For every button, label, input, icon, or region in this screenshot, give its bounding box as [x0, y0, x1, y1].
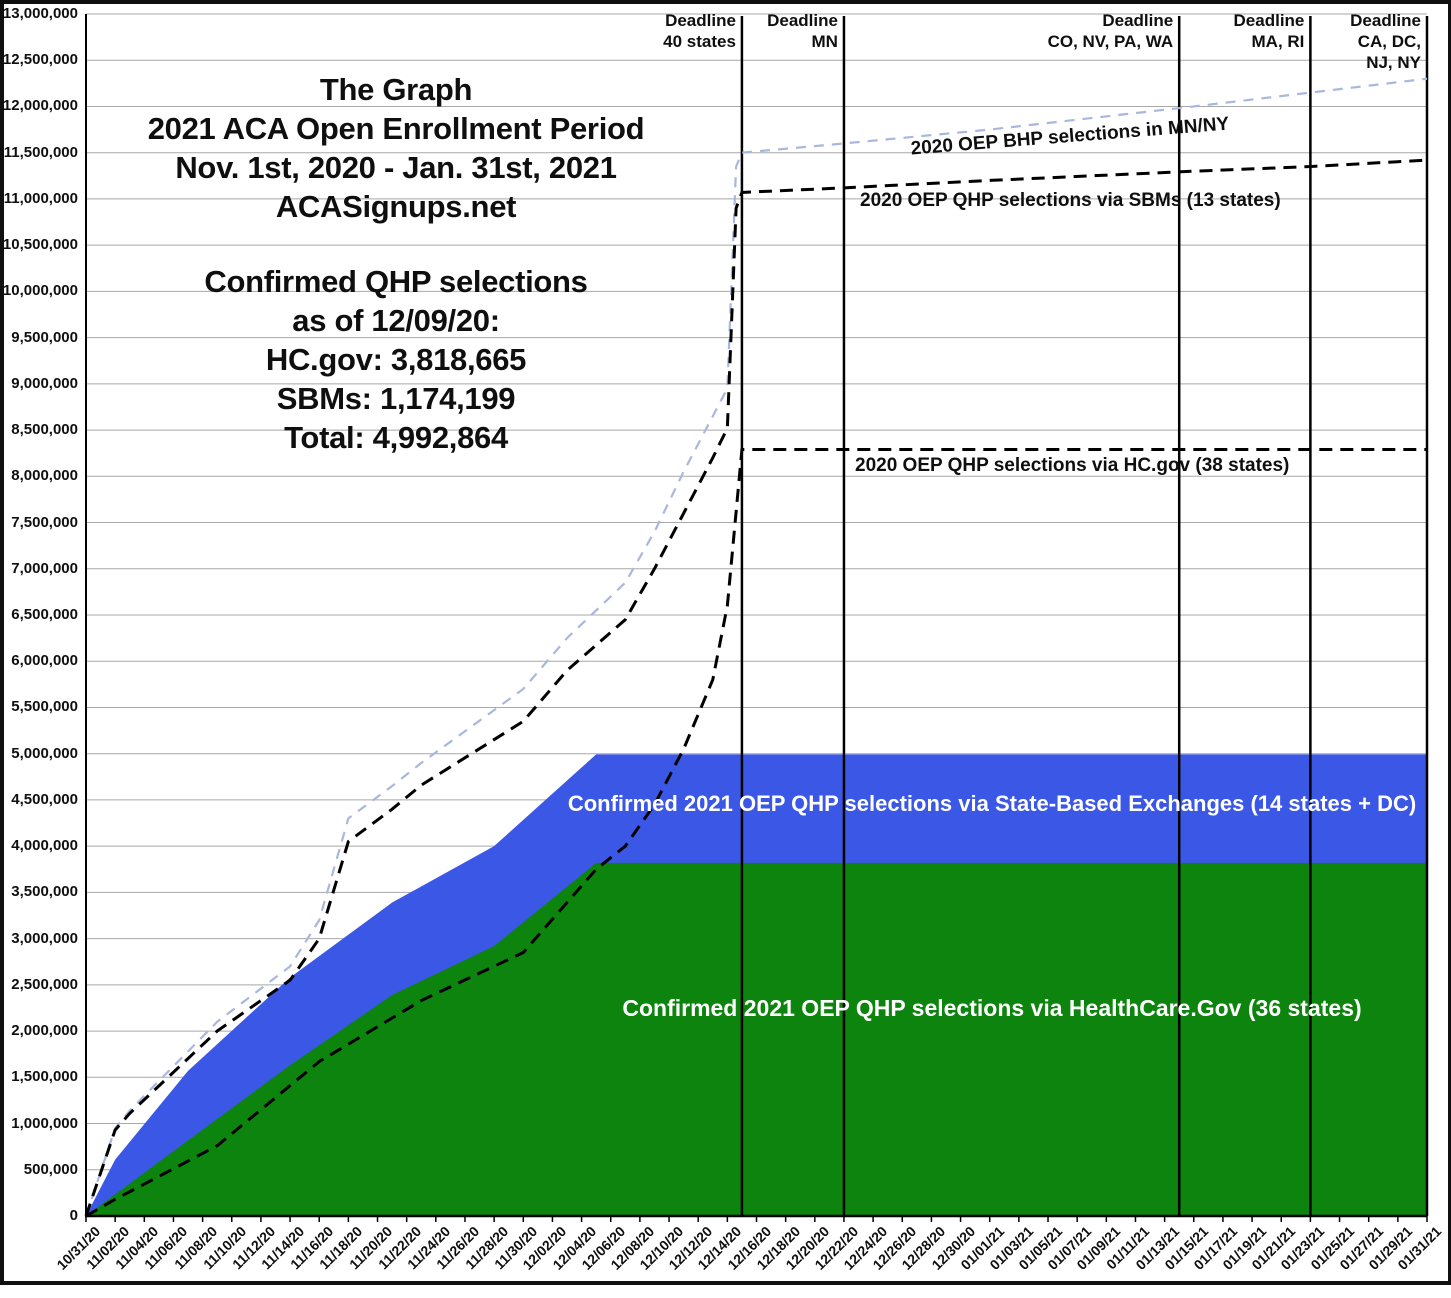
y-tick-label: 8,500,000 — [11, 421, 78, 439]
deadline-label-line: NJ, NY — [1366, 53, 1421, 72]
y-tick-label: 0 — [69, 1207, 78, 1224]
y-tick-label: 2,500,000 — [11, 975, 78, 993]
deadline-label-line: 40 states — [663, 32, 736, 51]
y-tick-label: 500,000 — [23, 1160, 78, 1178]
deadline-label-line: Deadline — [665, 11, 736, 30]
y-tick-label: 11,500,000 — [3, 143, 78, 161]
deadline-label-line: MA, RI — [1251, 32, 1305, 51]
label-2020-sbm-line: 2020 OEP QHP selections via SBMs (13 sta… — [860, 190, 1281, 211]
deadline-label: Deadline 40 states — [566, 10, 736, 52]
label-2021-hcgov-area: Confirmed 2021 OEP QHP selections via He… — [622, 995, 1362, 1021]
deadline-label-line: Deadline — [1233, 11, 1305, 30]
y-tick-label: 3,500,000 — [11, 883, 78, 901]
y-tick-label: 11,000,000 — [3, 189, 78, 207]
deadline-label-line: CO, NV, PA, WA — [1047, 32, 1174, 51]
label-2020-hcgov-line: 2020 OEP QHP selections via HC.gov (38 s… — [855, 455, 1290, 476]
y-tick-label: 8,000,000 — [11, 467, 78, 485]
stats-line: as of 12/09/20: — [292, 303, 500, 338]
deadline-label-line: Deadline — [1102, 11, 1174, 30]
deadline-label: Deadline MA, RI — [1134, 10, 1305, 52]
y-tick-label: 1,500,000 — [11, 1068, 78, 1086]
chart-title-line: The Graph — [319, 72, 473, 107]
deadline-label-line: MN — [811, 32, 838, 51]
deadline-label: Deadline CA, DC, NJ, NY — [1251, 10, 1421, 73]
y-tick-label: 9,500,000 — [11, 328, 78, 346]
y-tick-label: 9,000,000 — [11, 374, 78, 392]
y-tick-label: 6,500,000 — [11, 606, 78, 623]
y-tick-label: 4,500,000 — [11, 790, 78, 808]
area-2021-hcgov — [86, 862, 1427, 1216]
y-tick-label: 7,000,000 — [11, 559, 78, 577]
label-2021-sbm-area: Confirmed 2021 OEP QHP selections via St… — [567, 791, 1417, 816]
line-2020-hcgov — [85, 447, 1427, 1218]
stats-block: Confirmed QHP selections as of 12/09/20:… — [46, 262, 746, 457]
y-tick-label: 5,500,000 — [11, 698, 78, 716]
y-tick-label: 12,000,000 — [2, 97, 78, 115]
y-tick-label: 12,500,000 — [2, 51, 78, 69]
deadline-label: Deadline CO, NV, PA, WA — [1003, 10, 1174, 52]
y-tick-label: 1,000,000 — [11, 1114, 78, 1132]
deadline-label-line: CA, DC, — [1357, 32, 1421, 51]
y-tick-label: 10,000,000 — [2, 282, 78, 300]
stats-line: Confirmed QHP selections — [204, 264, 588, 299]
label-2020-bhp-line: 2020 OEP BHP selections in MN/NY — [909, 113, 1230, 160]
line-2020-bhp — [84, 77, 1428, 1217]
site-name: ACASignups.net — [275, 189, 517, 224]
title-block: The Graph 2021 ACA Open Enrollment Perio… — [46, 70, 746, 226]
y-tick-label: 7,500,000 — [11, 513, 78, 531]
y-tick-label: 13,000,000 — [2, 5, 78, 22]
y-tick-label: 3,000,000 — [11, 929, 78, 947]
y-tick-label: 4,000,000 — [11, 837, 78, 855]
stats-hcgov-total: HC.gov: 3,818,665 — [265, 342, 527, 377]
chart-title-line: Nov. 1st, 2020 - Jan. 31st, 2021 — [175, 150, 617, 185]
chart-title-line: 2021 ACA Open Enrollment Period — [147, 111, 645, 146]
y-tick-label: 2,000,000 — [11, 1022, 78, 1040]
y-tick-label: 10,500,000 — [2, 236, 78, 254]
stats-sbm-total: SBMs: 1,174,199 — [276, 381, 516, 416]
line-2020-sbm — [84, 158, 1428, 1217]
stats-grand-total: Total: 4,992,864 — [284, 420, 508, 455]
deadline-label: Deadline MN — [668, 10, 838, 52]
deadline-label-line: Deadline — [1350, 11, 1421, 30]
deadline-label-line: Deadline — [767, 11, 838, 30]
y-tick-label: 5,000,000 — [11, 744, 78, 762]
y-tick-label: 6,000,000 — [11, 652, 78, 670]
